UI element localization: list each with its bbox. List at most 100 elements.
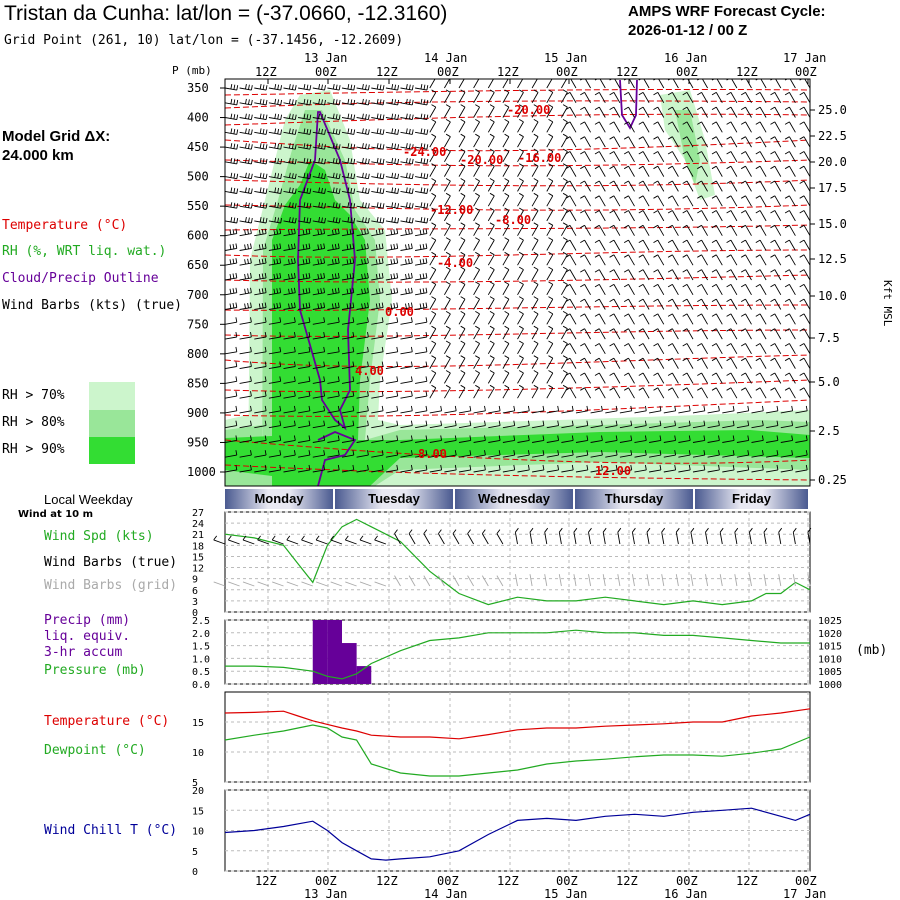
wind-barb: [225, 376, 238, 384]
height-tick-label: 17.5: [818, 181, 847, 195]
wind-barb-10m: [286, 535, 299, 545]
wind-barb: [667, 121, 679, 133]
wind-barb: [356, 391, 369, 399]
temperature-contour: [225, 100, 810, 109]
wind-barb: [473, 450, 486, 458]
wind-barb-10m: [481, 529, 489, 545]
wind-barb: [298, 272, 311, 281]
wind-barb: [667, 151, 679, 163]
wind-barb: [327, 346, 340, 355]
wind-barb: [605, 420, 618, 429]
wind-barb: [663, 420, 677, 429]
wind-barb: [341, 202, 356, 209]
wind-barb: [726, 239, 738, 251]
wind-barb: [444, 435, 457, 443]
wind-barb-10m: [763, 527, 768, 545]
wind-barb: [488, 435, 501, 443]
wind-barb: [766, 450, 779, 458]
wind-barb: [770, 343, 782, 355]
pressure-tick-label: 1025: [818, 616, 842, 627]
wind-barb: [385, 464, 399, 473]
wind-barb: [565, 328, 577, 340]
wind-barb: [268, 258, 282, 266]
wind-barb: [327, 113, 341, 121]
wind-barb: [371, 272, 384, 281]
precip-bar: [327, 620, 342, 684]
wind-barb: [239, 157, 253, 165]
wind-barb: [268, 243, 282, 251]
wind-barb: [594, 165, 606, 177]
wind-barb: [473, 192, 480, 207]
wind-barb: [711, 92, 723, 104]
wind-barb: [590, 405, 603, 414]
wind-barb: [444, 355, 451, 369]
wind-barb: [740, 224, 752, 236]
wind-barb-10m: [719, 527, 724, 545]
wind-barb: [707, 450, 720, 458]
wind-barb: [488, 420, 501, 429]
wind-barb-grid: [481, 575, 489, 587]
wind-barb: [531, 251, 539, 266]
wind-barb: [609, 195, 621, 207]
wind-barb: [385, 84, 400, 91]
wind-barb: [400, 361, 413, 370]
wind-barb: [385, 187, 400, 194]
wind-barb: [371, 187, 385, 194]
wind-barb: [590, 450, 603, 458]
wind-barb: [707, 464, 720, 473]
wind-barb: [283, 217, 297, 224]
wind-barb: [444, 266, 451, 281]
wind-barb: [415, 391, 428, 399]
wind-barb: [623, 239, 635, 251]
wind-barb: [327, 464, 340, 473]
wind-barb: [341, 317, 355, 325]
wind-barb: [283, 317, 296, 325]
wind-barb: [697, 357, 708, 369]
wind-barb: [239, 302, 252, 310]
wind-barb: [458, 355, 466, 369]
wind-barb: [546, 163, 554, 177]
wind-barb: [755, 92, 767, 104]
wind-barb: [711, 313, 723, 325]
wind-barb: [283, 405, 296, 414]
wind-barb: [561, 89, 568, 104]
temperature-contour: [225, 179, 810, 187]
wind-barb: [473, 355, 480, 369]
top-time-label: 00Z: [795, 65, 817, 79]
wind-barb: [682, 224, 694, 236]
wind-barb: [458, 340, 466, 355]
wind-barb: [341, 361, 355, 370]
wind-barb: [755, 328, 767, 340]
wind-barb-10m: [690, 527, 695, 545]
wind-barb: [623, 357, 635, 369]
wind-barb: [400, 346, 413, 355]
wind-barb: [594, 372, 606, 384]
wind-barb: [400, 435, 413, 443]
wind-barb: [609, 387, 621, 399]
height-tick-label: 20.0: [818, 155, 847, 169]
wind-barb: [429, 222, 437, 236]
wind-barb-10m: [514, 527, 519, 545]
wind-barb: [799, 180, 810, 192]
wind-barb: [254, 287, 267, 296]
wind-barb: [356, 84, 370, 91]
wind-barb: [415, 302, 428, 310]
wind-barb: [531, 104, 539, 118]
wind-barb: [638, 151, 650, 163]
wind-barb: [697, 387, 708, 399]
wind-barb: [254, 258, 267, 266]
wind-barb: [429, 89, 437, 104]
wind-barb: [254, 302, 267, 310]
wind-barb: [298, 228, 311, 237]
wind-barb: [385, 287, 399, 296]
bottom-time-label: 12Z: [736, 874, 758, 888]
wind-barb: [356, 258, 369, 266]
wind-barb: [726, 387, 738, 399]
wind-barb: [594, 121, 606, 133]
wind-barb: [726, 343, 738, 355]
wind-barb: [653, 106, 665, 118]
wind-barb: [740, 180, 752, 192]
wind-barb: [473, 370, 480, 384]
wind-barb: [225, 243, 238, 251]
wind-barb: [473, 133, 480, 148]
